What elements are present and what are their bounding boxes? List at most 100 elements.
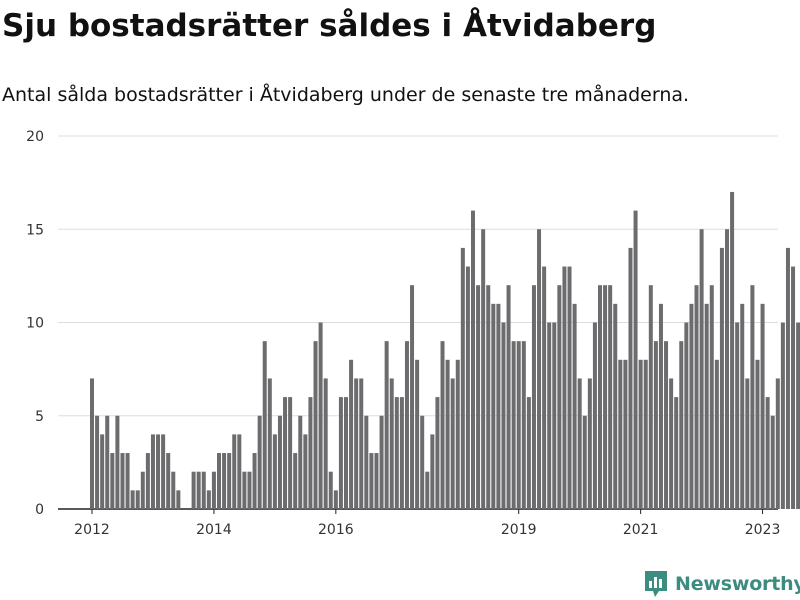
y-tick-label: 10 <box>26 316 44 332</box>
bar <box>349 359 354 509</box>
chart-subtitle: Antal sålda bostadsrätter i Åtvidaberg u… <box>2 84 690 106</box>
bar <box>232 434 237 509</box>
bar <box>719 247 724 509</box>
bar <box>618 359 623 509</box>
x-tick-label: 2023 <box>745 522 781 538</box>
bar <box>379 415 384 509</box>
bar <box>526 397 531 509</box>
bar <box>410 285 415 509</box>
bar <box>542 266 547 509</box>
bar <box>374 453 379 509</box>
bar <box>120 453 125 509</box>
bar <box>222 453 227 509</box>
bar <box>648 285 653 509</box>
bar <box>156 434 161 509</box>
bar <box>283 397 288 509</box>
bar <box>125 453 130 509</box>
bar <box>318 322 323 509</box>
bar <box>740 303 745 509</box>
bar <box>440 341 445 509</box>
bar <box>460 247 465 509</box>
bar <box>384 341 389 509</box>
bar <box>628 247 633 509</box>
bar <box>638 359 643 509</box>
bar <box>338 397 343 509</box>
bar <box>465 266 470 509</box>
bar <box>775 378 780 509</box>
bar <box>689 303 694 509</box>
bar <box>277 415 282 509</box>
bar <box>445 359 450 509</box>
bar <box>664 341 669 509</box>
bar <box>577 378 582 509</box>
bar <box>780 322 785 509</box>
bar <box>633 210 638 509</box>
bar <box>608 285 613 509</box>
bar <box>760 303 765 509</box>
bar <box>420 415 425 509</box>
bar <box>476 285 481 509</box>
bar <box>765 397 770 509</box>
bar <box>730 191 735 509</box>
bar <box>699 229 704 509</box>
bar <box>735 322 740 509</box>
bar <box>547 322 552 509</box>
bar <box>288 397 293 509</box>
bar <box>471 210 475 509</box>
bar <box>770 415 775 509</box>
bar <box>501 322 506 509</box>
y-tick-label: 20 <box>26 129 44 145</box>
x-tick-label: 2016 <box>318 522 354 538</box>
bar <box>552 322 557 509</box>
bar <box>653 341 658 509</box>
bar <box>394 397 399 509</box>
bar <box>455 359 460 509</box>
bar <box>344 397 348 509</box>
bar <box>176 490 181 509</box>
bar <box>211 471 216 509</box>
bar <box>791 266 796 509</box>
x-axis: 2012201420162019202120232025 <box>74 509 781 538</box>
bar <box>496 303 501 509</box>
bar <box>308 397 313 509</box>
bar <box>623 359 628 509</box>
bar <box>531 285 536 509</box>
bar <box>511 341 516 509</box>
bar <box>755 359 760 509</box>
bar <box>150 434 155 509</box>
x-tick-label: 2019 <box>501 522 537 538</box>
bar <box>272 434 277 509</box>
bar <box>303 434 308 509</box>
y-tick-label: 0 <box>35 502 44 518</box>
x-tick-label: 2012 <box>74 522 110 538</box>
bar <box>206 490 211 509</box>
bar <box>196 471 201 509</box>
bar <box>425 471 430 509</box>
newsworthy-brand-name: Newsworthy <box>675 573 800 595</box>
bar <box>587 378 592 509</box>
bar <box>491 303 496 509</box>
bar <box>694 285 699 509</box>
bar <box>100 434 105 509</box>
bar <box>359 378 364 509</box>
bar <box>252 453 257 509</box>
newsworthy-brand: Newsworthy <box>643 568 800 600</box>
y-tick-label: 5 <box>35 409 44 425</box>
bar <box>201 471 206 509</box>
bar <box>227 453 232 509</box>
bar <box>130 490 135 509</box>
bar <box>704 303 709 509</box>
bar <box>404 341 409 509</box>
bar <box>582 415 587 509</box>
bar <box>481 229 486 509</box>
bar <box>247 471 252 509</box>
bar <box>684 322 689 509</box>
y-tick-label: 15 <box>26 222 44 238</box>
bar <box>242 471 247 509</box>
bar <box>105 415 110 509</box>
bar-series <box>90 191 800 509</box>
bar <box>613 303 618 509</box>
bar <box>506 285 511 509</box>
bar <box>191 471 196 509</box>
